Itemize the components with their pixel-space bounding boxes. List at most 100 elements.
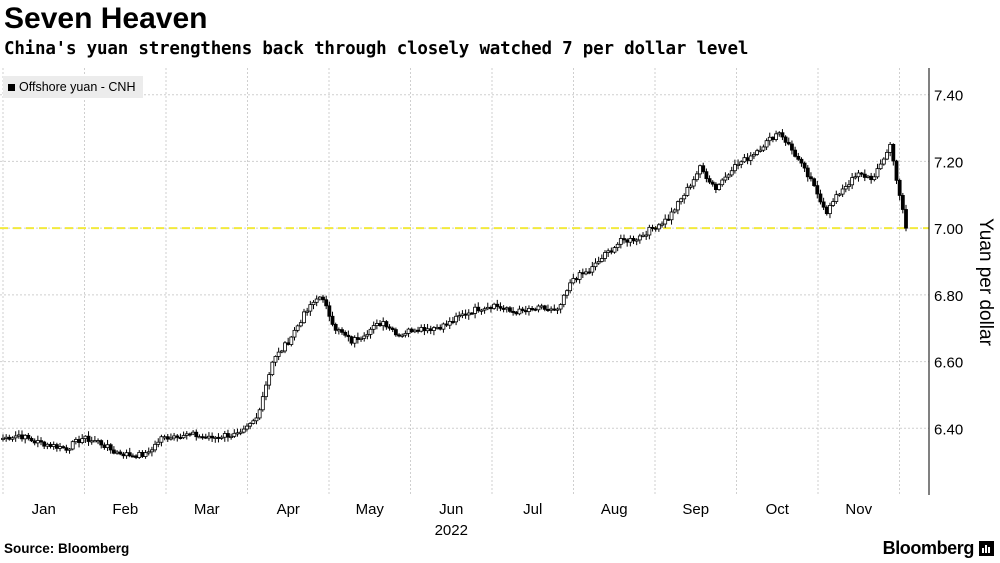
candle (739, 160, 744, 169)
candle-body (169, 437, 173, 440)
candle-body (843, 186, 848, 190)
candle (232, 429, 237, 439)
candle (156, 438, 161, 448)
candle-body (504, 307, 509, 310)
candle-body (704, 171, 709, 179)
candle (704, 168, 709, 183)
candle-body (523, 310, 528, 313)
candle-body (653, 227, 658, 230)
candle-body (371, 325, 376, 330)
candle-body (86, 435, 91, 442)
candle-body (232, 432, 237, 437)
candle-body (435, 326, 439, 329)
candles (1, 129, 908, 460)
candle-body (29, 438, 34, 442)
candle (533, 307, 538, 312)
candle-body (58, 446, 62, 449)
candle-body (403, 333, 408, 336)
candle (140, 450, 145, 458)
candle (463, 309, 468, 319)
candle-body (790, 143, 794, 151)
candle-body (279, 350, 284, 353)
candle (10, 436, 15, 442)
candle-body (701, 165, 706, 173)
candle (780, 129, 785, 141)
candle-body (859, 172, 864, 175)
candle-body (102, 444, 107, 449)
candle (213, 435, 218, 443)
candle (720, 178, 725, 187)
candle-body (460, 313, 465, 316)
candle (710, 180, 715, 187)
candle (847, 180, 851, 191)
candle (508, 306, 512, 313)
candle-body (124, 452, 129, 457)
candle-body (143, 452, 148, 457)
candle-body (216, 436, 221, 439)
candle-body (305, 310, 310, 313)
candle-body (479, 309, 484, 312)
candle (546, 304, 550, 312)
candle (888, 142, 893, 157)
candle-body (311, 301, 316, 306)
candle-body (222, 433, 227, 438)
candle (86, 431, 91, 446)
candle (571, 273, 576, 285)
candle-body (146, 451, 151, 454)
candle-body (4, 436, 9, 439)
candle-body (251, 420, 256, 424)
candle-body (412, 329, 417, 333)
candle-body (742, 157, 747, 163)
candle (26, 432, 31, 441)
candle (609, 247, 614, 255)
candle-body (317, 296, 322, 300)
y-tick-labels: 6.40 6.60 6.80 7.00 7.20 7.40 (934, 88, 963, 439)
candle-body (628, 238, 633, 243)
candle (495, 299, 500, 311)
candle (818, 189, 823, 205)
candle-body (739, 161, 744, 165)
candle-body (685, 187, 690, 196)
candle-body (866, 175, 870, 178)
candle (599, 254, 604, 263)
candle (340, 327, 344, 335)
x-tick-label: Oct (766, 501, 790, 518)
candle-body (688, 185, 693, 188)
candle (298, 319, 303, 328)
candle (1, 434, 5, 442)
candle-body (748, 155, 753, 161)
candle (210, 432, 215, 442)
candle (539, 303, 544, 310)
x-tick-label: Aug (601, 501, 628, 518)
candle (815, 180, 820, 199)
candle-body (270, 361, 275, 376)
candle (73, 437, 78, 445)
candle-body (904, 209, 908, 229)
candle (118, 449, 123, 456)
candle (260, 391, 265, 412)
candle (428, 325, 433, 335)
candle-body (672, 209, 677, 213)
candle (894, 159, 899, 185)
candle-body (80, 438, 85, 443)
candle (343, 330, 348, 338)
candle (295, 324, 300, 333)
candle-body (584, 271, 588, 275)
candle (862, 169, 867, 182)
candle-body (786, 141, 791, 145)
y-tick-label: 7.00 (934, 221, 963, 238)
candle (897, 178, 902, 201)
candle-body (799, 158, 804, 164)
candle (850, 173, 855, 190)
candle-body (343, 331, 348, 336)
candle (568, 279, 573, 294)
candle (729, 166, 734, 178)
brand-text: Bloomberg (882, 538, 975, 558)
candle-body (441, 323, 446, 330)
candle (238, 428, 243, 436)
x-axis-label: 2022 (435, 522, 468, 539)
candle-body (869, 175, 874, 181)
candle-body (150, 449, 154, 453)
candle (286, 337, 291, 346)
candle-body (39, 440, 43, 443)
